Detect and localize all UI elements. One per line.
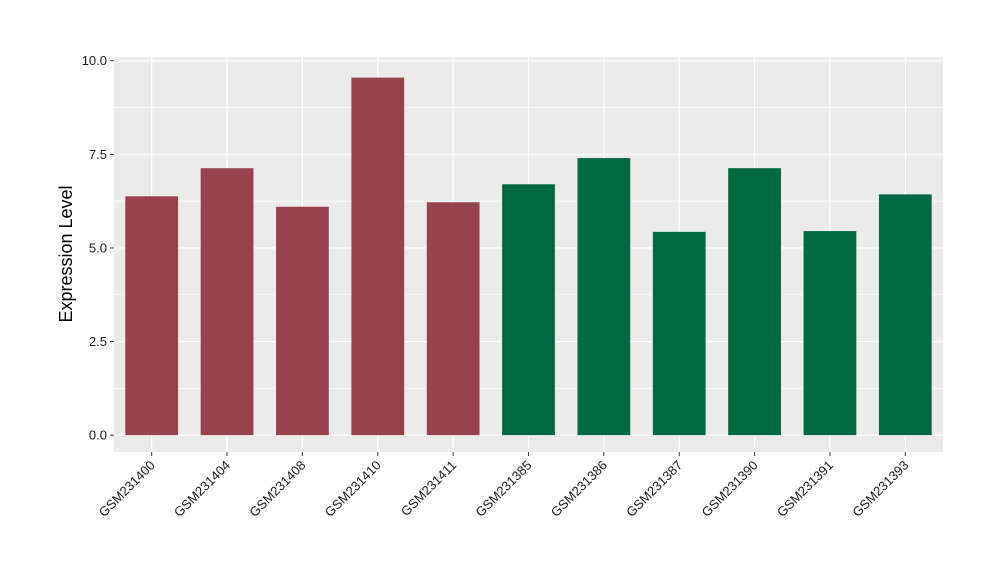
x-tick-label: GSM231390 <box>698 458 760 520</box>
x-axis: GSM231400 GSM231404 GSM231408 GSM231410 GSM2… <box>96 452 911 520</box>
y-tick-label: 0.0 <box>89 428 107 443</box>
y-tick-label: 10.0 <box>82 53 107 68</box>
y-tick-label: 5.0 <box>89 240 107 255</box>
bar-gsm231387 <box>652 231 706 436</box>
bar-gsm231411 <box>426 202 480 436</box>
x-tick-label: GSM231408 <box>246 458 308 520</box>
bar-gsm231408 <box>276 206 329 436</box>
bars-group <box>125 77 932 436</box>
bar-gsm231385 <box>502 184 555 436</box>
x-tick-label: GSM231387 <box>623 458 685 520</box>
x-tick-label: GSM231404 <box>171 458 233 520</box>
x-tick-label: GSM231393 <box>849 458 911 520</box>
y-axis: 0.0 2.5 5.0 7.5 10.0 <box>82 53 114 443</box>
y-tick-label: 7.5 <box>89 147 107 162</box>
x-tick-label: GSM231410 <box>322 458 384 520</box>
bar-gsm231400 <box>125 196 179 436</box>
x-tick-label: GSM231400 <box>96 458 158 520</box>
bar-gsm231393 <box>878 194 932 436</box>
bar-gsm231404 <box>200 168 254 436</box>
x-tick-label: GSM231391 <box>774 458 836 520</box>
x-tick-label: GSM231385 <box>472 458 534 520</box>
bar-gsm231390 <box>728 168 781 436</box>
y-axis-title: Expression Level <box>56 185 76 322</box>
bar-gsm231410 <box>351 77 405 436</box>
x-tick-label: GSM231386 <box>548 458 610 520</box>
bar-gsm231391 <box>803 231 857 436</box>
y-tick-label: 2.5 <box>89 334 107 349</box>
x-tick-label: GSM231411 <box>398 458 460 520</box>
bar-gsm231386 <box>577 158 631 436</box>
